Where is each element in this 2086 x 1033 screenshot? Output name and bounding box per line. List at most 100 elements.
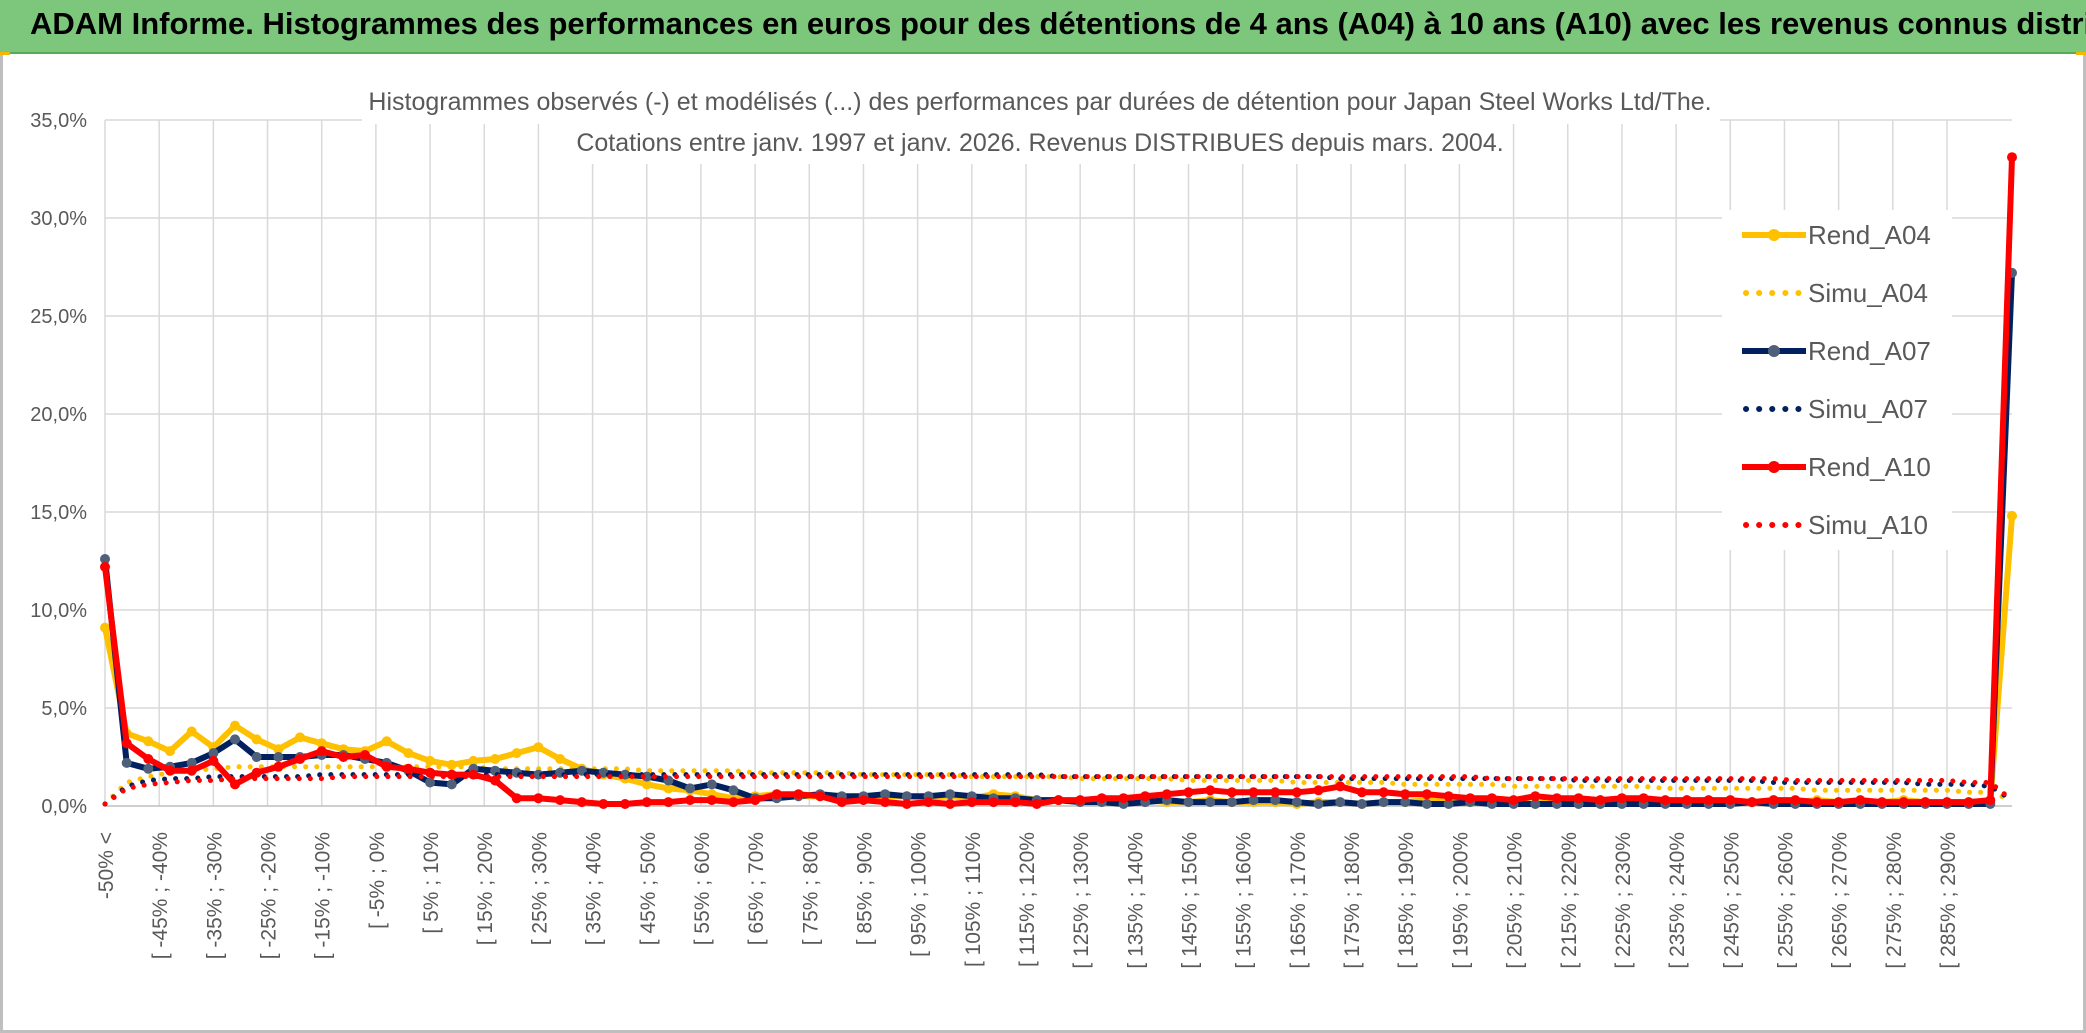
data-point-rend-a10: [230, 779, 240, 790]
data-point-rend-a07: [1335, 797, 1346, 808]
data-point-rend-a10: [1877, 797, 1887, 808]
x-tick-label: [ 25% ; 30%: [528, 832, 551, 945]
x-tick-label: [ 65% ; 70%: [745, 832, 768, 945]
data-point-rend-a10: [1183, 787, 1194, 798]
data-point-rend-a10: [381, 761, 392, 772]
data-point-rend-a10: [1205, 785, 1216, 796]
data-point-rend-a10: [186, 765, 197, 776]
data-point-rend-a04: [381, 736, 392, 747]
data-point-rend-a07: [1313, 799, 1324, 809]
corner-mark: [0, 52, 10, 55]
data-point-rend-a07: [446, 779, 457, 790]
data-point-rend-a04: [186, 726, 197, 737]
legend-label-rend-a10: Rend_A10: [1808, 452, 1931, 482]
data-point-rend-a07: [100, 554, 110, 564]
data-point-rend-a10: [273, 761, 284, 772]
legend: Rend_A04 Simu_A04 Rend_A07 Simu_A07 Rend_A10…: [1722, 210, 1952, 550]
data-point-rend-a10: [685, 795, 696, 806]
y-tick-label: 30,0%: [30, 208, 87, 230]
data-point-rend-a10: [1833, 797, 1844, 808]
data-point-rend-a07: [121, 757, 132, 768]
data-point-rend-a07: [901, 791, 912, 802]
data-point-rend-a07: [1205, 797, 1216, 808]
data-point-rend-a07: [1356, 799, 1367, 809]
series-line-simu-a04: [102, 764, 2015, 807]
x-tick-label: [ 245% ; 250%: [1720, 832, 1743, 969]
data-point-rend-a07: [1183, 797, 1194, 808]
report-title: ADAM Informe. Histogrammes des performan…: [30, 6, 2086, 41]
series-line-simu-a10: [102, 774, 2015, 807]
data-point-rend-a10: [1400, 789, 1411, 800]
data-point-rend-a07: [1400, 797, 1411, 808]
data-point-rend-a10: [208, 755, 219, 766]
data-point-rend-a10: [165, 765, 175, 776]
data-point-rend-a10: [728, 797, 739, 808]
x-tick-label: [ 205% ; 210%: [1504, 832, 1527, 969]
data-point-rend-a10: [598, 799, 609, 809]
data-point-rend-a07: [273, 752, 284, 762]
x-tick-label: [ 5% ; 10%: [420, 832, 443, 934]
data-point-rend-a10: [338, 752, 349, 762]
data-point-rend-a10: [923, 797, 934, 808]
data-point-rend-a04: [490, 754, 501, 764]
data-point-rend-a10: [295, 754, 305, 764]
data-point-rend-a10: [2007, 152, 2017, 163]
data-point-rend-a10: [1703, 795, 1714, 806]
data-point-rend-a10: [1356, 787, 1367, 798]
chart-titles: Histogrammes observés (-) et modélisés (…: [362, 80, 1720, 164]
y-tick-label: 15,0%: [30, 502, 87, 524]
data-point-rend-a10: [1010, 797, 1021, 808]
data-point-rend-a10: [1378, 787, 1389, 798]
y-axis: 0,0% 5,0% 10,0% 15,0% 20,0% 25,0% 30,0% 35,0%: [30, 110, 87, 818]
data-point-rend-a10: [1031, 799, 1042, 809]
data-point-rend-a10: [620, 799, 631, 809]
data-point-rend-a10: [1573, 793, 1584, 804]
data-point-rend-a10: [880, 797, 891, 808]
x-tick-label: [ 235% ; 240%: [1666, 832, 1689, 969]
data-point-rend-a10: [1248, 787, 1259, 798]
data-point-rend-a07: [641, 771, 652, 782]
x-tick-label: [ 255% ; 260%: [1774, 832, 1797, 969]
data-point-rend-a10: [316, 746, 327, 757]
data-point-rend-a07: [1421, 799, 1432, 809]
x-tick-label: -50% <: [95, 832, 118, 899]
data-point-rend-a04: [533, 742, 544, 753]
x-tick-label: [ 15% ; 20%: [474, 832, 497, 945]
corner-mark: [2076, 52, 2086, 55]
legend-label-simu-a10: Simu_A10: [1808, 510, 1928, 540]
data-point-rend-a10: [1747, 797, 1757, 808]
data-point-rend-a10: [1443, 791, 1454, 802]
data-point-rend-a10: [1053, 795, 1064, 806]
data-point-rend-a04: [511, 748, 522, 759]
x-tick-label: [ 225% ; 230%: [1612, 832, 1635, 969]
data-point-rend-a10: [1291, 787, 1302, 798]
data-point-rend-a04: [316, 738, 327, 749]
y-tick-label: 0,0%: [41, 796, 87, 818]
data-point-rend-a10: [100, 561, 110, 572]
title-backdrop: [362, 80, 1720, 124]
data-point-rend-a10: [1096, 793, 1107, 804]
data-point-rend-a07: [945, 789, 956, 800]
x-tick-label: [ 195% ; 200%: [1449, 832, 1472, 969]
data-point-rend-a07: [1530, 799, 1541, 809]
x-tick-label: [ -45% ; -40%: [149, 832, 172, 959]
x-tick-label: [ 185% ; 190%: [1395, 832, 1418, 969]
x-tick-label: [ -35% ; -30%: [203, 832, 226, 959]
data-point-rend-a10: [1465, 793, 1476, 804]
legend-marker-rend-a04: [1768, 229, 1780, 241]
data-point-rend-a10: [143, 754, 154, 764]
data-point-rend-a10: [706, 795, 717, 806]
data-point-rend-a10: [1270, 787, 1281, 798]
data-point-rend-a10: [1486, 793, 1497, 804]
legend-marker-rend-a07: [1768, 345, 1780, 357]
x-tick-label: [ 155% ; 160%: [1233, 832, 1256, 969]
data-point-rend-a04: [403, 748, 414, 759]
data-point-rend-a10: [1681, 795, 1692, 806]
x-tick-label: [ -15% ; -10%: [312, 832, 335, 959]
data-point-rend-a10: [1812, 797, 1822, 808]
data-point-rend-a10: [771, 789, 782, 800]
data-point-rend-a07: [251, 752, 262, 762]
data-point-rend-a10: [555, 795, 566, 806]
data-point-rend-a07: [880, 789, 891, 800]
data-point-rend-a07: [1378, 797, 1389, 808]
